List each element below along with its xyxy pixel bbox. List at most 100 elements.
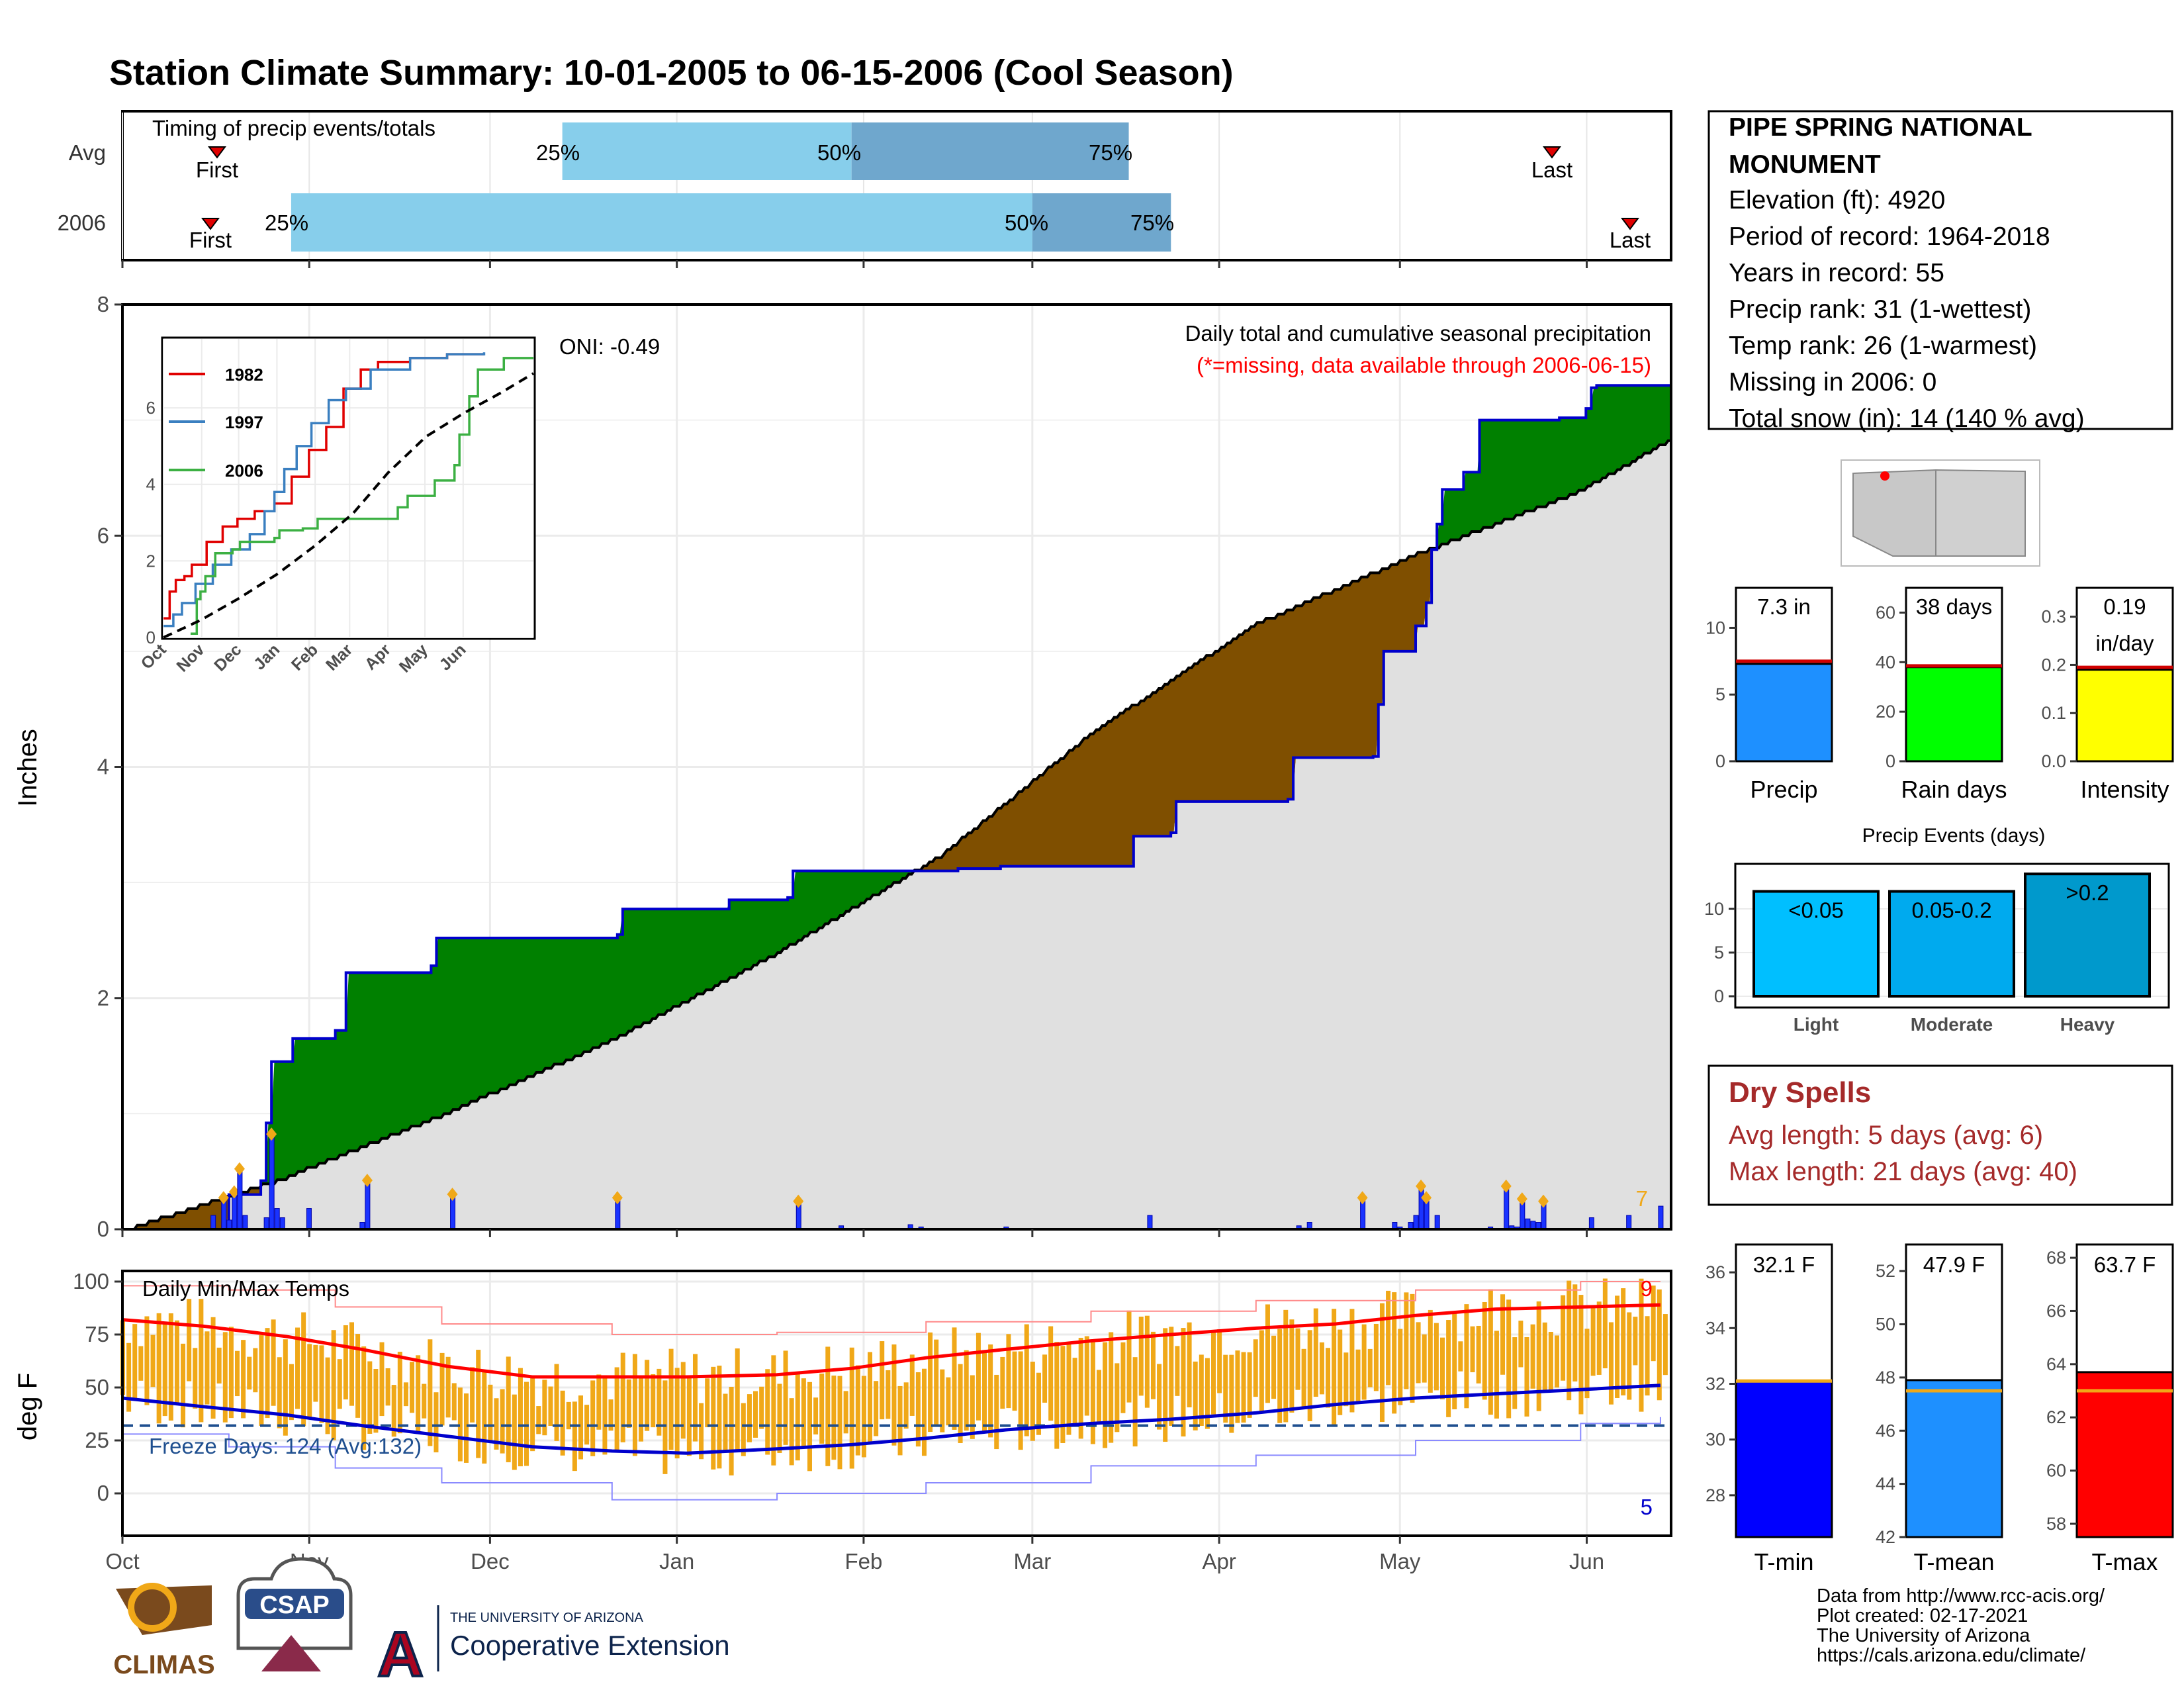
temp-daily-bar — [759, 1386, 764, 1429]
temp-daily-bar — [1235, 1350, 1240, 1423]
temp-daily-bar — [1120, 1342, 1126, 1413]
temp-daily-bar — [1536, 1301, 1541, 1411]
temp-daily-bar — [1187, 1322, 1192, 1408]
temp-daily-bar — [1012, 1351, 1017, 1411]
summary-value-text: 38 days — [1916, 594, 1993, 619]
last-label-2006: Last — [1610, 228, 1651, 252]
temp-daily-bar — [1621, 1288, 1626, 1396]
timing-2006-p50: 50% — [1005, 211, 1048, 235]
events-bar — [1888, 890, 2015, 998]
temp-daily-bar — [367, 1361, 373, 1434]
temp-daily-bar — [1163, 1328, 1168, 1442]
temp-daily-bar — [222, 1332, 228, 1423]
temp-daily-bar — [343, 1325, 348, 1400]
daily-precip-marker — [1416, 1179, 1427, 1193]
temp-daily-bar — [958, 1364, 963, 1443]
temp-daily-bar — [150, 1335, 156, 1387]
temp-daily-bar — [307, 1344, 312, 1419]
temp-daily-bar — [868, 1352, 873, 1444]
daily-precip-bar — [1541, 1203, 1547, 1230]
last-marker-2006 — [1621, 218, 1639, 230]
timing-avg-p25: 25% — [536, 140, 580, 165]
temp-daily-bar — [337, 1359, 342, 1409]
temp-panel: 0255075100OctNovDecJanFebMarAprMayJun de… — [13, 1269, 1672, 1573]
temp-daily-bar — [138, 1346, 144, 1381]
daily-precip-bar — [1525, 1218, 1531, 1230]
temp-daily-bar — [554, 1364, 559, 1441]
daily-precip-bar — [1413, 1215, 1419, 1230]
temp-daily-bar — [1561, 1295, 1566, 1381]
temp-daily-bar — [1277, 1329, 1283, 1423]
inset-lines — [163, 352, 535, 639]
events-bars: 0 5 10 <0.05 Light 0.05-0.2 Moderate >0.2 Heavy — [1704, 872, 2167, 1035]
temp-daily-bar — [355, 1334, 361, 1418]
csap-mountain — [261, 1635, 321, 1671]
temp-summary-tick-label: 32 — [1706, 1374, 1725, 1393]
temp-daily-bar — [548, 1386, 553, 1427]
temp-daily-bar — [1144, 1315, 1150, 1408]
events-label: Light — [1794, 1014, 1839, 1035]
daily-precip-marker — [228, 1185, 240, 1199]
temp-daily-bar — [542, 1380, 547, 1436]
climas-wordmark: CLIMAS — [113, 1650, 214, 1679]
temp-daily-bar — [1452, 1311, 1457, 1409]
temp-daily-bar — [825, 1346, 831, 1466]
temp-daily-bar — [982, 1350, 987, 1431]
timing-avg-bar-early — [562, 122, 852, 180]
temp-daily-bar — [193, 1348, 198, 1409]
temp-summary-tick-label: 62 — [2046, 1407, 2066, 1427]
temp-daily-bar — [1006, 1334, 1011, 1409]
inset-legend-1997: 1997 — [225, 412, 263, 432]
temp-summary-tick-label: 64 — [2046, 1354, 2066, 1374]
temp-daily-bar — [1157, 1364, 1162, 1430]
temp-daily-bar — [319, 1345, 324, 1423]
temp-summary-tick-label: 68 — [2046, 1248, 2066, 1268]
temp-daily-bar — [403, 1382, 408, 1407]
temp-daily-bar — [771, 1355, 776, 1466]
temp-daily-bar — [1307, 1330, 1312, 1421]
record-max-count: 9 — [1641, 1276, 1653, 1301]
temp-daily-bar — [1090, 1341, 1095, 1444]
summary-tick-label: 10 — [1706, 618, 1725, 637]
temp-daily-bar — [132, 1324, 138, 1399]
summary-tick-label: 0.1 — [2041, 703, 2066, 723]
temp-daily-bar — [747, 1394, 752, 1442]
temp-daily-bars — [120, 1278, 1668, 1476]
temp-daily-bar — [1343, 1352, 1349, 1407]
temp-daily-bar — [680, 1362, 686, 1439]
daily-precip-bar — [242, 1215, 248, 1230]
temp-daily-bar — [210, 1317, 216, 1419]
temp-summary-tick-label: 60 — [2046, 1461, 2066, 1481]
temp-daily-bar — [952, 1327, 957, 1430]
temp-daily-bar — [228, 1327, 234, 1419]
daily-precip-marker — [447, 1188, 458, 1201]
temp-daily-bar — [1596, 1301, 1602, 1375]
max-daily-count: 7 — [1636, 1186, 1648, 1211]
temp-daily-bar — [777, 1383, 782, 1453]
daily-precip-marker — [234, 1162, 245, 1176]
precip-ylabel: Inches — [13, 729, 42, 807]
temp-xtick-label: Feb — [844, 1549, 882, 1573]
temp-daily-bar — [1078, 1337, 1083, 1439]
temp-daily-bar — [457, 1387, 463, 1462]
footer-credits: Data from http://www.rcc-acis.org/Plot c… — [1817, 1585, 2105, 1666]
station-line: Years in record: 55 — [1729, 259, 1944, 287]
temp-daily-bar — [422, 1383, 427, 1419]
temp-daily-bar — [1199, 1354, 1204, 1426]
temp-daily-bar — [578, 1395, 583, 1460]
temp-daily-bar — [1530, 1324, 1535, 1389]
temp-daily-bar — [741, 1403, 746, 1456]
temp-summary-value: 32.1 F — [1753, 1252, 1815, 1277]
temp-summary-tick-label: 66 — [2046, 1301, 2066, 1321]
temp-xtick-label: May — [1379, 1549, 1421, 1573]
temp-daily-bar — [1470, 1326, 1475, 1373]
daily-precip-bar — [796, 1203, 801, 1230]
temp-daily-bar — [283, 1339, 288, 1436]
daily-precip-marker — [361, 1174, 373, 1188]
temp-daily-bar — [1169, 1327, 1174, 1426]
dry-title: Dry Spells — [1729, 1076, 1871, 1109]
temp-daily-bar — [1295, 1328, 1300, 1390]
temp-daily-bar — [1265, 1304, 1270, 1403]
temp-daily-bar — [241, 1340, 246, 1419]
inset-ytick-label: 2 — [146, 551, 156, 571]
